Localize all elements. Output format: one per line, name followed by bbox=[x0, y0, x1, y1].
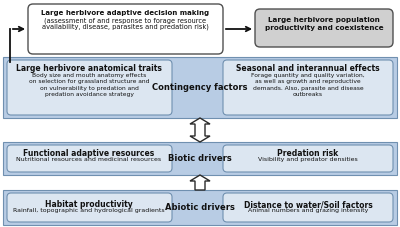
Polygon shape bbox=[190, 118, 210, 142]
Bar bbox=[3, 190, 397, 225]
Text: Biotic drivers: Biotic drivers bbox=[168, 154, 232, 163]
Bar bbox=[3, 57, 397, 118]
Polygon shape bbox=[190, 175, 210, 190]
Bar bbox=[3, 142, 397, 175]
FancyBboxPatch shape bbox=[223, 60, 393, 115]
Text: Nutritional resources and medicinal resources: Nutritional resources and medicinal reso… bbox=[16, 157, 162, 162]
Text: (assessment of and response to forage resource: (assessment of and response to forage re… bbox=[44, 17, 206, 24]
Text: Contingency factors: Contingency factors bbox=[152, 83, 248, 92]
Text: Large herbivore anatomical traits: Large herbivore anatomical traits bbox=[16, 64, 162, 73]
FancyBboxPatch shape bbox=[7, 145, 172, 172]
FancyBboxPatch shape bbox=[223, 145, 393, 172]
Text: Functional adaptive resources: Functional adaptive resources bbox=[23, 149, 155, 158]
Text: Forage quantity and quality variation,
as well as growth and reproductive
demand: Forage quantity and quality variation, a… bbox=[251, 73, 365, 97]
Text: Predation risk: Predation risk bbox=[277, 149, 339, 158]
Text: productivity and coexistence: productivity and coexistence bbox=[265, 25, 383, 31]
Text: Large herbivore population: Large herbivore population bbox=[268, 17, 380, 23]
Text: availability, disease, parasites and predation risk): availability, disease, parasites and pre… bbox=[42, 24, 208, 30]
FancyBboxPatch shape bbox=[7, 60, 172, 115]
FancyBboxPatch shape bbox=[7, 193, 172, 222]
FancyBboxPatch shape bbox=[255, 9, 393, 47]
FancyBboxPatch shape bbox=[223, 193, 393, 222]
FancyBboxPatch shape bbox=[28, 4, 223, 54]
Text: Distance to water/Soil factors: Distance to water/Soil factors bbox=[244, 200, 372, 209]
Text: Rainfall, topographic and hydrological gradients: Rainfall, topographic and hydrological g… bbox=[13, 208, 165, 213]
Text: Seasonal and interannual effects: Seasonal and interannual effects bbox=[236, 64, 380, 73]
Text: Large herbivore adaptive decision making: Large herbivore adaptive decision making bbox=[41, 10, 209, 16]
Text: Body size and mouth anatomy effects
on selection for grassland structure and
on : Body size and mouth anatomy effects on s… bbox=[29, 73, 149, 97]
Text: Abiotic drivers: Abiotic drivers bbox=[165, 203, 235, 212]
Text: Habitat productivity: Habitat productivity bbox=[45, 200, 133, 209]
Text: Visibility and predator densities: Visibility and predator densities bbox=[258, 157, 358, 162]
Text: Animal numbers and grazing intensity: Animal numbers and grazing intensity bbox=[248, 208, 368, 213]
